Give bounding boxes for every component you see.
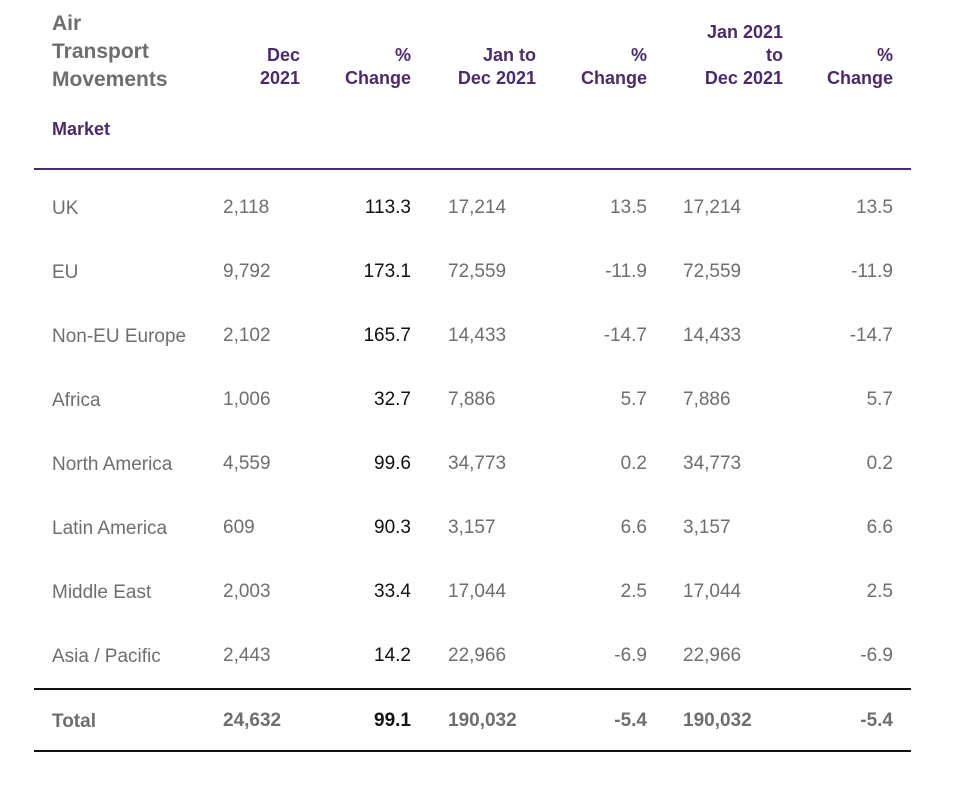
column-header-line: Dec 2021: [704, 68, 783, 88]
dec-change-value: 99.6: [374, 453, 411, 474]
rolling-value: 22,966: [683, 645, 742, 666]
rolling-value: 17,214: [683, 197, 742, 218]
column-header-line: Change: [826, 68, 893, 88]
jan-to-dec-2021-value: 72,559: [448, 261, 507, 282]
dec-change-value: 14.2: [374, 645, 411, 666]
column-header-line: 2021: [259, 68, 300, 88]
ytd-change-value: 2.5: [620, 581, 647, 602]
dec-2021-value: 609: [223, 517, 255, 538]
rolling-change-value: -11.9: [851, 261, 893, 282]
total-rolling: 190,032: [683, 710, 752, 731]
rolling-change-value: 2.5: [866, 581, 893, 602]
jan-to-dec-2021-value: 17,044: [448, 581, 507, 602]
total-row: Total 24,632 99.1 190,032 -5.4 190,032 -…: [34, 688, 911, 752]
table-row: Latin America 609 90.3 3,157 6.6 3,157 6.6: [34, 496, 911, 560]
ytd-change-value: 6.6: [620, 517, 647, 538]
jan-to-dec-2021-value: 3,157: [448, 517, 496, 538]
dec-2021-value: 2,443: [223, 645, 271, 666]
table-row: Middle East 2,003 33.4 17,044 2.5 17,044 2.5: [34, 560, 911, 624]
jan-to-dec-2021-value: 14,433: [448, 325, 507, 346]
column-header-line: Dec: [266, 45, 300, 65]
market-column-header: Market: [52, 119, 111, 139]
table-row: North America 4,559 99.6 34,773 0.2 34,773 0.2: [34, 432, 911, 496]
rolling-change-value: -14.7: [849, 325, 893, 346]
dec-2021-value: 2,003: [223, 581, 271, 602]
dec-change-value: 33.4: [374, 581, 411, 602]
total-dec-change: 99.1: [374, 710, 411, 731]
ytd-change-value: 13.5: [610, 197, 647, 218]
market-name: Asia / Pacific: [52, 645, 161, 667]
ytd-change-value: -14.7: [603, 325, 647, 346]
table-row: Africa 1,006 32.7 7,886 5.7 7,886 5.7: [34, 368, 911, 432]
column-header-dec-change: % Change: [345, 44, 411, 90]
jan-to-dec-2021-value: 34,773: [448, 453, 507, 474]
dec-change-value: 165.7: [363, 325, 411, 346]
rolling-value: 17,044: [683, 581, 742, 602]
rolling-change-value: 13.5: [856, 197, 893, 218]
column-header-ytd-change: % Change: [581, 44, 647, 90]
dec-change-value: 90.3: [374, 517, 411, 538]
rolling-value: 3,157: [683, 517, 731, 538]
table-body: UK 2,118 113.3 17,214 13.5 17,214 13.5 EU 9,792 1…: [34, 170, 911, 688]
rolling-change-value: -6.9: [860, 645, 893, 666]
column-header-line: %: [876, 45, 893, 65]
column-header-line: Dec 2021: [457, 68, 536, 88]
column-header-dec-2021: Dec 2021: [260, 44, 300, 90]
jan-to-dec-2021-value: 7,886: [448, 389, 496, 410]
total-ytd-change: -5.4: [614, 710, 647, 731]
ytd-change-value: 5.7: [620, 389, 647, 410]
column-header-line: %: [394, 45, 411, 65]
column-header-line: Jan to: [482, 45, 536, 65]
table-title-line: Air: [52, 12, 82, 35]
ytd-change-value: -6.9: [614, 645, 647, 666]
column-header-line: to: [766, 45, 783, 65]
dec-2021-value: 2,102: [223, 325, 271, 346]
jan-to-dec-2021-value: 22,966: [448, 645, 507, 666]
dec-2021-value: 4,559: [223, 453, 271, 474]
dec-change-value: 173.1: [363, 261, 411, 282]
dec-change-value: 113.3: [364, 197, 411, 218]
dec-change-value: 32.7: [374, 389, 411, 410]
market-name: Africa: [52, 389, 101, 411]
column-header-line: Jan 2021: [706, 22, 783, 42]
dec-2021-value: 2,118: [223, 197, 270, 218]
rolling-value: 14,433: [683, 325, 742, 346]
table-title-line: Movements: [52, 68, 168, 91]
column-header-jan-to-dec-2021: Jan to Dec 2021: [458, 44, 536, 90]
rolling-value: 7,886: [683, 389, 731, 410]
table-row: EU 9,792 173.1 72,559 -11.9 72,559 -11.9: [34, 240, 911, 304]
table-header: Air Transport Movements Market Dec 2021 …: [34, 0, 911, 170]
ytd-change-value: -11.9: [605, 261, 647, 282]
column-header-line: Change: [344, 68, 411, 88]
market-name: UK: [52, 197, 79, 219]
jan-to-dec-2021-value: 17,214: [448, 197, 507, 218]
rolling-change-value: 6.6: [866, 517, 893, 538]
dec-2021-value: 9,792: [223, 261, 271, 282]
table-row: Non-EU Europe 2,102 165.7 14,433 -14.7 14,433…: [34, 304, 911, 368]
column-header-rolling-change: % Change: [827, 44, 893, 90]
column-header-line: %: [630, 45, 647, 65]
total-jan-to-dec-2021: 190,032: [448, 710, 517, 731]
market-name: North America: [52, 453, 173, 475]
rolling-change-value: 5.7: [866, 389, 893, 410]
air-transport-movements-table: Air Transport Movements Market Dec 2021 …: [34, 0, 911, 752]
rolling-value: 72,559: [683, 261, 742, 282]
market-name: Non-EU Europe: [52, 325, 187, 347]
table-title-line: Transport: [52, 40, 149, 63]
table-title: Air Transport Movements: [52, 10, 222, 94]
column-header-line: Change: [580, 68, 647, 88]
market-name: Middle East: [52, 581, 152, 603]
dec-2021-value: 1,006: [223, 389, 271, 410]
table-row: Asia / Pacific 2,443 14.2 22,966 -6.9 22,966 -…: [34, 624, 911, 688]
ytd-change-value: 0.2: [620, 453, 647, 474]
rolling-change-value: 0.2: [866, 453, 893, 474]
total-rolling-change: -5.4: [860, 710, 893, 731]
table-row: UK 2,118 113.3 17,214 13.5 17,214 13.5: [34, 176, 911, 240]
column-header-rolling-jan-2021-dec-2021: Jan 2021 to Dec 2021: [705, 21, 783, 90]
rolling-value: 34,773: [683, 453, 742, 474]
total-label: Total: [52, 710, 96, 732]
market-name: EU: [52, 261, 79, 283]
market-name: Latin America: [52, 517, 168, 539]
total-dec-2021: 24,632: [223, 710, 282, 731]
